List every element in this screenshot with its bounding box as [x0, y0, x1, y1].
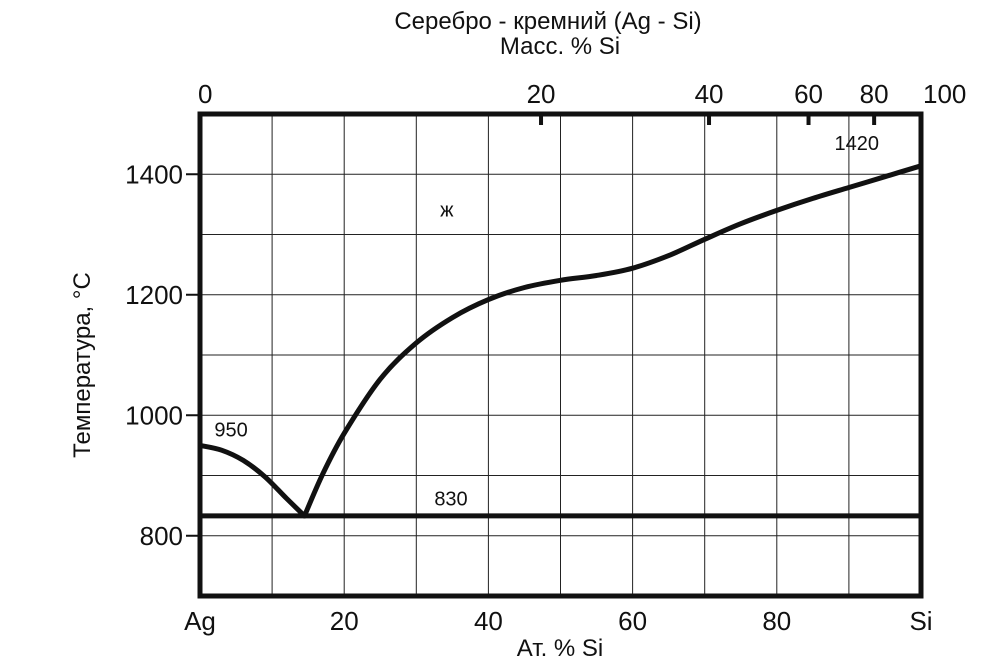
y-tick-label: 800 — [140, 521, 183, 551]
annotation-label: 830 — [434, 489, 467, 511]
y-axis-label: Температура, °С — [69, 272, 96, 458]
phase-boundary-line — [302, 163, 924, 519]
x-tick-label: Si — [909, 606, 932, 636]
curves — [197, 163, 924, 519]
annotation-label: 950 — [214, 419, 247, 441]
top-tick-label: 80 — [860, 79, 889, 109]
annotation-label: 1420 — [834, 133, 879, 155]
phase-boundary-line — [197, 442, 307, 519]
x-tick-label: 60 — [618, 606, 647, 636]
x-tick-label: 80 — [762, 606, 791, 636]
x-tick-label: 40 — [474, 606, 503, 636]
top-tick-label: 0 — [198, 79, 212, 109]
y-tick-label: 1000 — [125, 400, 183, 430]
y-tick-label: 1200 — [125, 280, 183, 310]
top-tick-label: 20 — [527, 79, 556, 109]
y-tick-label: 1400 — [125, 159, 183, 189]
annotations: 950 830 1420 ж — [214, 133, 879, 510]
chart-subtitle: Масс. % Si — [500, 33, 620, 60]
top-tick-label: 40 — [695, 79, 724, 109]
plot-frame — [197, 111, 924, 599]
y-axis: 800 1000 1200 1400 — [125, 159, 200, 551]
annotation-label: ж — [440, 199, 454, 221]
grid — [200, 114, 921, 596]
top-tick-label: 60 — [794, 79, 823, 109]
top-axis: 0 20 40 60 80 100 — [198, 79, 966, 125]
x-axis-label: Ат. % Si — [517, 635, 604, 658]
x-tick-label: 20 — [330, 606, 359, 636]
x-axis: Ag 20 40 60 80 Si — [184, 606, 932, 636]
chart-title: Серебро - кремний (Ag - Si) — [394, 8, 701, 35]
x-tick-label: Ag — [184, 606, 216, 636]
top-tick-label: 100 — [923, 79, 966, 109]
